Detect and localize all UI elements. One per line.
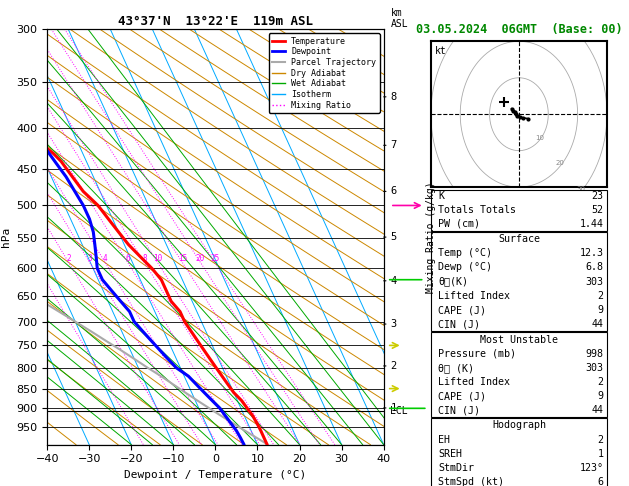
Text: 2: 2 xyxy=(391,361,397,371)
Text: CAPE (J): CAPE (J) xyxy=(438,305,486,315)
Text: 1: 1 xyxy=(391,403,397,413)
Text: 5: 5 xyxy=(391,232,397,242)
Text: 2: 2 xyxy=(598,291,603,301)
Text: 1: 1 xyxy=(598,449,603,459)
Title: 43°37'N  13°22'E  119m ASL: 43°37'N 13°22'E 119m ASL xyxy=(118,15,313,28)
Text: 9: 9 xyxy=(598,305,603,315)
Text: 25: 25 xyxy=(210,254,220,262)
Text: 2: 2 xyxy=(67,254,71,262)
Text: 7: 7 xyxy=(391,140,397,150)
Text: 23: 23 xyxy=(591,191,603,201)
Text: StmDir: StmDir xyxy=(438,463,474,473)
Text: Most Unstable: Most Unstable xyxy=(480,334,558,345)
Text: CIN (J): CIN (J) xyxy=(438,405,480,416)
Text: 10: 10 xyxy=(153,254,162,262)
Text: Mixing Ratio (g/kg): Mixing Ratio (g/kg) xyxy=(426,181,436,293)
Text: 8: 8 xyxy=(391,92,397,102)
Legend: Temperature, Dewpoint, Parcel Trajectory, Dry Adiabat, Wet Adiabat, Isotherm, Mi: Temperature, Dewpoint, Parcel Trajectory… xyxy=(269,34,379,113)
Text: 303: 303 xyxy=(586,363,603,373)
Text: 6: 6 xyxy=(598,477,603,486)
Text: 1.44: 1.44 xyxy=(579,219,603,229)
Text: Pressure (mb): Pressure (mb) xyxy=(438,348,516,359)
Text: 2: 2 xyxy=(598,377,603,387)
Text: 4: 4 xyxy=(103,254,108,262)
Text: PW (cm): PW (cm) xyxy=(438,219,480,229)
Text: Lifted Index: Lifted Index xyxy=(438,291,510,301)
Text: Dewp (°C): Dewp (°C) xyxy=(438,262,492,273)
Text: θᴇ (K): θᴇ (K) xyxy=(438,363,474,373)
Text: Surface: Surface xyxy=(498,234,540,244)
Text: 03.05.2024  06GMT  (Base: 00): 03.05.2024 06GMT (Base: 00) xyxy=(416,23,622,36)
Text: 3: 3 xyxy=(391,319,397,329)
Text: kt: kt xyxy=(435,46,446,56)
Text: CAPE (J): CAPE (J) xyxy=(438,391,486,401)
Text: 44: 44 xyxy=(591,319,603,330)
Text: 12.3: 12.3 xyxy=(579,248,603,258)
Text: StmSpd (kt): StmSpd (kt) xyxy=(438,477,504,486)
Text: 6: 6 xyxy=(126,254,130,262)
Text: Totals Totals: Totals Totals xyxy=(438,205,516,215)
Text: SREH: SREH xyxy=(438,449,462,459)
Text: K: K xyxy=(438,191,444,201)
Text: 123°: 123° xyxy=(579,463,603,473)
Text: EH: EH xyxy=(438,434,450,445)
Text: Hodograph: Hodograph xyxy=(492,420,546,431)
Text: Lifted Index: Lifted Index xyxy=(438,377,510,387)
Text: km
ASL: km ASL xyxy=(391,8,408,29)
Text: 998: 998 xyxy=(586,348,603,359)
Text: LCL: LCL xyxy=(391,406,408,417)
Text: 3: 3 xyxy=(87,254,92,262)
Text: 9: 9 xyxy=(598,391,603,401)
Text: 6.8: 6.8 xyxy=(586,262,603,273)
Text: 52: 52 xyxy=(591,205,603,215)
Text: 2: 2 xyxy=(598,434,603,445)
Text: 44: 44 xyxy=(591,405,603,416)
Text: 20: 20 xyxy=(555,160,564,166)
Text: θᴇ(K): θᴇ(K) xyxy=(438,277,468,287)
Text: 8: 8 xyxy=(142,254,147,262)
X-axis label: Dewpoint / Temperature (°C): Dewpoint / Temperature (°C) xyxy=(125,470,306,480)
Y-axis label: hPa: hPa xyxy=(1,227,11,247)
Text: 20: 20 xyxy=(196,254,205,262)
Text: 4: 4 xyxy=(391,276,397,286)
Text: 6: 6 xyxy=(391,186,397,196)
Text: 10: 10 xyxy=(535,135,544,141)
Text: 15: 15 xyxy=(178,254,187,262)
Text: CIN (J): CIN (J) xyxy=(438,319,480,330)
Text: Temp (°C): Temp (°C) xyxy=(438,248,492,258)
Text: 303: 303 xyxy=(586,277,603,287)
Text: 30: 30 xyxy=(576,186,585,192)
